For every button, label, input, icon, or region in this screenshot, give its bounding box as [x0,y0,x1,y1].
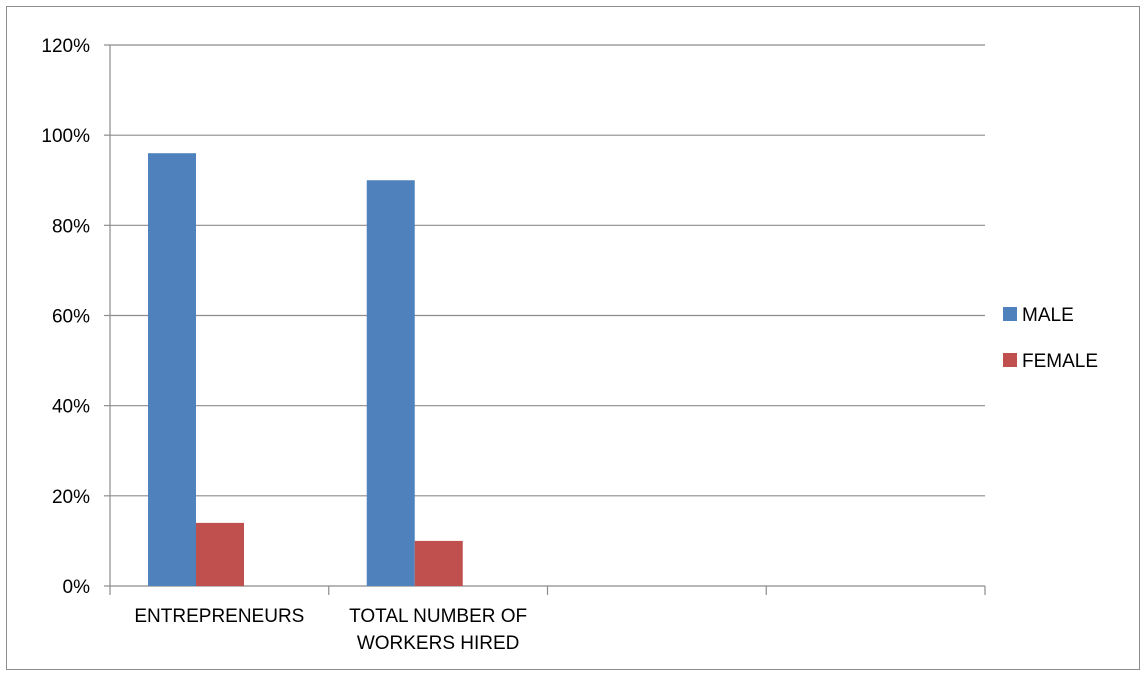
axes [104,44,986,595]
gridlines [110,44,985,497]
x-axis-category-labels: ENTREPRENEURS TOTAL NUMBER OF WORKERS HIRE… [134,606,527,654]
bar-male-0 [148,153,196,586]
y-axis-tick-labels: 0% 20% 40% 60% 80% 100% 120% [41,36,90,598]
x-category-label: TOTAL NUMBER OF [349,606,527,627]
x-category-label: ENTREPRENEURS [134,606,304,627]
bars [148,153,463,586]
y-tick-label: 100% [41,126,90,147]
bar-female-0 [196,522,244,586]
y-tick-label: 120% [41,36,90,57]
y-tick-label: 20% [52,487,90,508]
bar-female-1 [414,540,463,586]
legend: MALE FEMALE [1003,305,1098,372]
legend-label-female: FEMALE [1022,351,1098,372]
bar-male-1 [366,180,415,586]
x-category-label: WORKERS HIRED [357,633,520,654]
y-tick-label: 0% [63,577,91,598]
y-tick-label: 60% [52,307,90,328]
legend-swatch-female [1003,353,1017,367]
y-tick-label: 40% [52,397,90,418]
y-tick-label: 80% [52,216,90,237]
legend-swatch-male [1003,307,1017,321]
legend-label-male: MALE [1022,305,1074,326]
